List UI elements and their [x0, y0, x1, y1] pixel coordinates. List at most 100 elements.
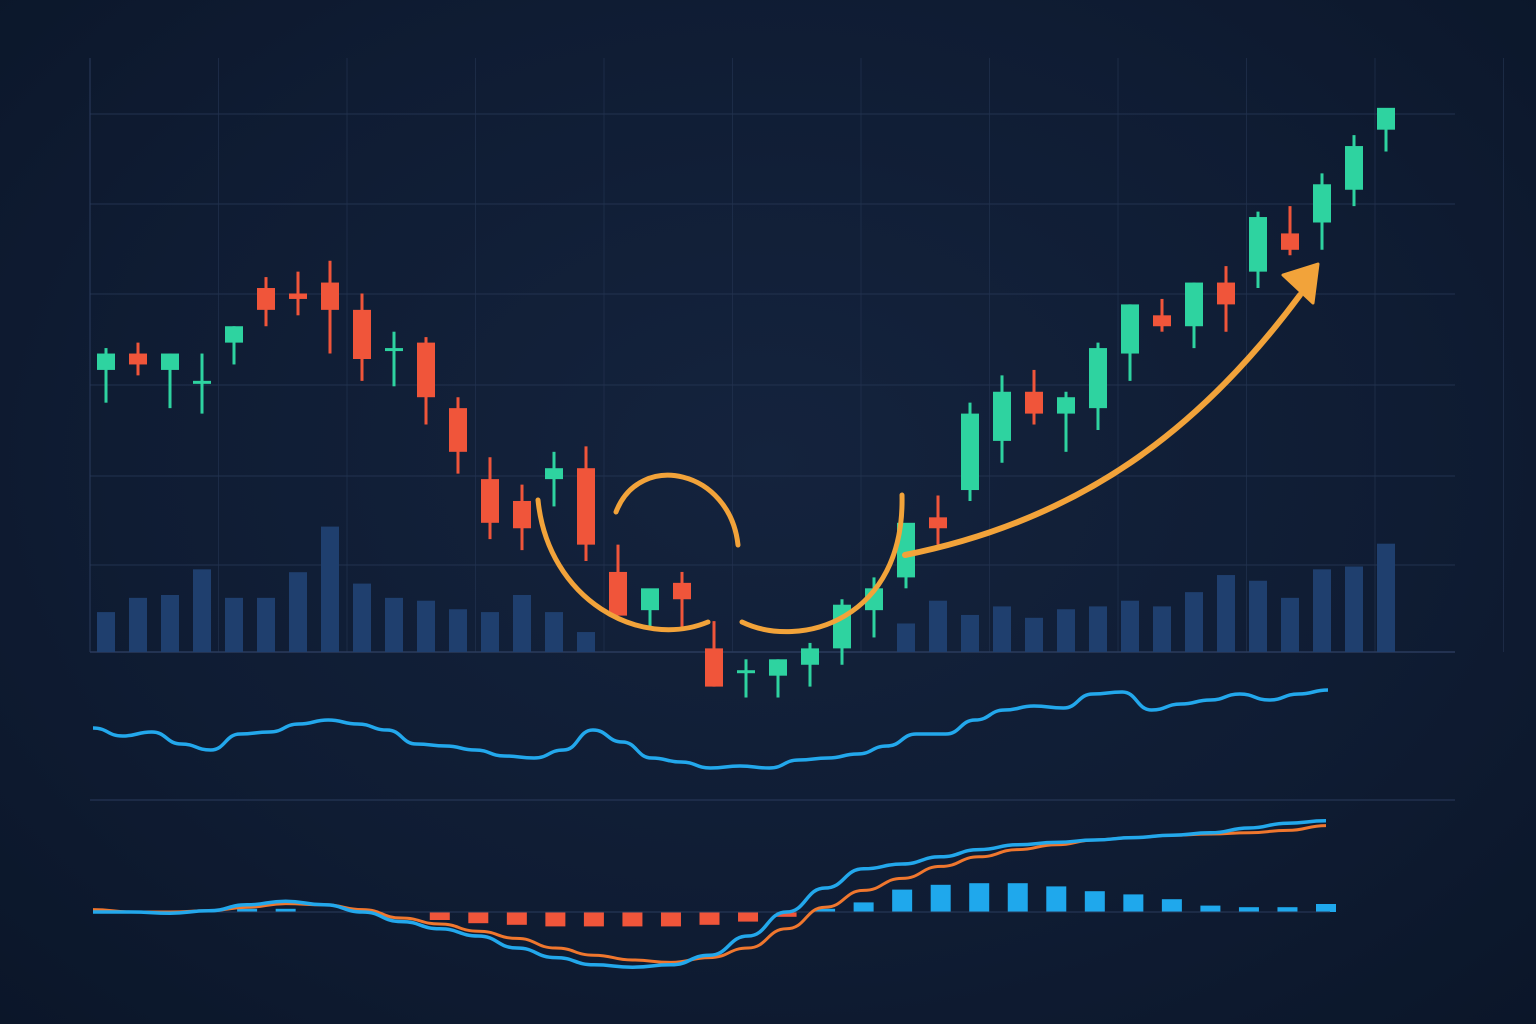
breakout-arrow-head	[1281, 262, 1320, 305]
volume-bar	[1025, 617, 1043, 652]
macd-histogram-bar	[506, 912, 527, 925]
grid-lines	[89, 58, 1504, 801]
candle-body	[1057, 397, 1075, 414]
candle	[513, 484, 531, 551]
volume-bar	[417, 600, 435, 652]
candle-body	[1153, 315, 1171, 327]
candle	[1185, 282, 1203, 349]
volume-bars	[97, 526, 1395, 652]
volume-bar	[1281, 597, 1299, 652]
candle	[929, 495, 947, 545]
candle-body	[737, 670, 755, 674]
candle	[641, 588, 659, 627]
candle-body	[993, 391, 1011, 441]
macd-histogram-bar	[1200, 905, 1221, 912]
candle-body	[1089, 348, 1107, 409]
candle-body	[353, 309, 371, 359]
candle-body	[961, 413, 979, 491]
candle	[1057, 391, 1075, 452]
candle-body	[1025, 391, 1043, 414]
candle	[737, 659, 755, 698]
candle	[673, 571, 691, 627]
candle	[961, 402, 979, 501]
candle	[1217, 266, 1235, 332]
macd-histogram-bar	[1277, 907, 1298, 912]
candle-body	[609, 571, 627, 616]
volume-bar	[321, 526, 339, 652]
candle	[161, 353, 179, 409]
candle	[577, 446, 595, 562]
volume-bar	[1345, 566, 1363, 652]
macd-signal-line	[92, 824, 1327, 964]
candle-body	[1217, 282, 1235, 305]
candle-body	[513, 500, 531, 529]
volume-bar	[289, 572, 307, 652]
candle-body	[161, 353, 179, 370]
candle	[289, 271, 307, 316]
candle	[705, 621, 723, 687]
candle-body	[929, 517, 947, 529]
volume-bar	[1089, 606, 1107, 652]
volume-bar	[897, 623, 915, 652]
candle	[385, 331, 403, 387]
volume-bar	[1185, 592, 1203, 652]
macd-histogram-bar	[1123, 894, 1144, 912]
candle-body	[257, 288, 275, 310]
candle-body	[289, 293, 307, 299]
oscillator-line	[92, 688, 1329, 770]
macd-histogram-bar	[738, 912, 759, 922]
volume-bar	[449, 609, 467, 652]
macd-histogram-bar	[237, 908, 258, 912]
volume-bar	[1313, 569, 1331, 652]
candle-body	[1377, 107, 1395, 130]
volume-bar	[385, 597, 403, 652]
volume-bar	[1377, 543, 1395, 652]
macd-histogram-bar	[1046, 886, 1067, 912]
candle	[225, 326, 243, 365]
macd-panel	[92, 819, 1336, 969]
oscillator-panel	[92, 688, 1329, 770]
macd-histogram-bar	[660, 912, 681, 927]
candle	[833, 599, 851, 665]
candle	[1249, 211, 1267, 289]
candle-body	[673, 582, 691, 600]
macd-histogram-bar	[815, 908, 836, 912]
candle-body	[129, 353, 147, 365]
candle	[1089, 342, 1107, 430]
candle	[1345, 135, 1363, 207]
macd-histogram-bar	[1238, 907, 1259, 912]
candle	[1313, 173, 1331, 250]
candle	[321, 260, 339, 354]
candle	[417, 337, 435, 425]
macd-histogram-bar	[699, 912, 720, 925]
macd-histogram-bar	[1316, 904, 1336, 912]
volume-bar	[161, 595, 179, 652]
candle	[769, 659, 787, 698]
volume-bar	[1153, 606, 1171, 652]
rounded-bottom-right-curve	[739, 492, 905, 635]
candle-body	[545, 468, 563, 480]
candle-body	[1185, 282, 1203, 327]
macd-histogram-bar	[1007, 883, 1028, 912]
candle	[257, 277, 275, 327]
candlestick-series	[97, 107, 1395, 698]
candle-body	[769, 659, 787, 676]
candle-body	[577, 468, 595, 545]
volume-bar	[257, 597, 275, 652]
candle-body	[1281, 233, 1299, 250]
volume-bar	[97, 612, 115, 652]
macd-histogram-bar	[892, 889, 913, 912]
volume-bar	[1249, 580, 1267, 652]
volume-bar	[993, 606, 1011, 652]
annotations	[535, 262, 1320, 635]
volume-bar	[1057, 609, 1075, 652]
candle	[449, 397, 467, 474]
candle	[1153, 298, 1171, 332]
candle-body	[449, 408, 467, 452]
rounded-bottom-left-curve	[535, 497, 711, 633]
volume-bar	[193, 569, 211, 652]
macd-histogram-bar	[1084, 891, 1105, 912]
candle	[193, 353, 211, 414]
macd-histogram-bar	[776, 912, 797, 917]
